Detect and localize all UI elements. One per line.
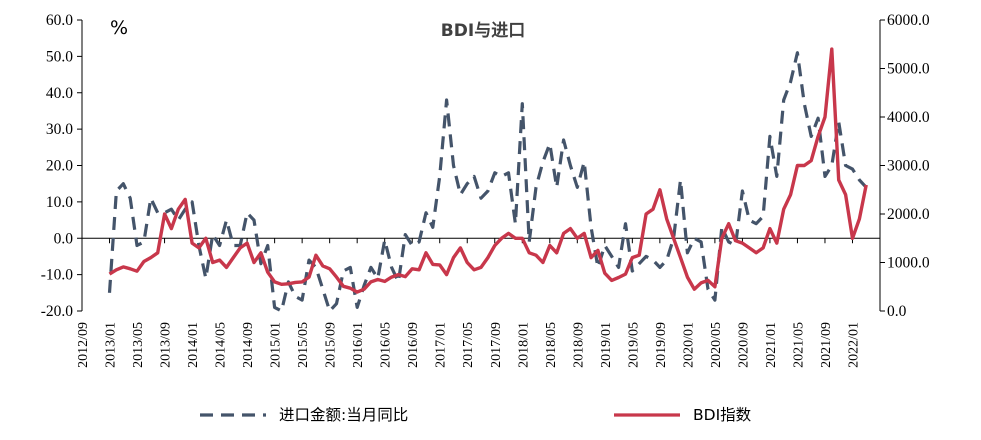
x-tick-label: 2013/09 [159, 322, 174, 368]
left-tick-label: 40.0 [46, 85, 73, 102]
x-tick-label: 2020/09 [736, 322, 751, 368]
right-tick-label: 0.0 [887, 303, 907, 320]
x-tick-label: 2013/05 [131, 322, 146, 368]
chart-title: BDI与进口 [441, 21, 525, 41]
x-tick-label: 2016/01 [351, 322, 366, 368]
x-tick-label: 2012/09 [76, 322, 91, 368]
x-tick-label: 2021/01 [764, 322, 779, 368]
x-tick-label: 2018/05 [544, 322, 559, 368]
legend-label-bdi: BDI指数 [693, 406, 752, 424]
left-tick-label: -10.0 [41, 267, 74, 284]
left-tick-label: 20.0 [46, 158, 73, 175]
right-tick-label: 2000.0 [887, 206, 930, 223]
x-tick-label: 2020/05 [709, 322, 724, 368]
left-tick-label: 0.0 [54, 230, 74, 247]
x-tick-label: 2022/01 [846, 322, 861, 368]
x-tick-label: 2018/01 [516, 322, 531, 368]
x-tick-label: 2021/09 [819, 322, 834, 368]
right-tick-label: 5000.0 [887, 61, 930, 78]
x-tick-label: 2019/09 [654, 322, 669, 368]
x-tick-label: 2016/09 [406, 322, 421, 368]
right-tick-label: 1000.0 [887, 255, 930, 272]
right-tick-label: 6000.0 [887, 12, 930, 29]
axes-group: -20.0 -10.0 0.0 10.0 20.0 30.0 40.0 50.0 60.0 0.0… [41, 12, 930, 368]
x-tick-label: 2014/01 [186, 322, 201, 368]
x-tick-label: 2020/01 [681, 322, 696, 368]
x-tick-label: 2015/05 [296, 322, 311, 368]
x-tick-label: 2021/05 [791, 322, 806, 368]
x-tick-label: 2018/09 [571, 322, 586, 368]
x-tick-label: 2014/09 [241, 322, 256, 368]
x-tick-label: 2019/01 [599, 322, 614, 368]
right-tick-label: 3000.0 [887, 158, 930, 175]
series-line-bdi [108, 47, 868, 294]
x-tick-label: 2017/01 [434, 322, 449, 368]
x-tick-label: 2013/01 [104, 322, 119, 368]
left-tick-label: -20.0 [41, 303, 74, 320]
legend: 进口金额:当月同比 BDI指数 [200, 406, 752, 424]
series-group [107, 47, 868, 313]
x-tick-label: 2014/05 [214, 322, 229, 368]
series-line-import-yoy [107, 51, 868, 313]
x-tick-label: 2017/05 [461, 322, 476, 368]
left-tick-label: 10.0 [46, 194, 73, 211]
left-tick-label: 60.0 [46, 12, 73, 29]
x-tick-label: 2017/09 [489, 322, 504, 368]
x-tick-label: 2016/05 [379, 322, 394, 368]
x-tick-label: 2015/01 [269, 322, 284, 368]
legend-label-import: 进口金额:当月同比 [279, 406, 408, 424]
right-tick-label: 4000.0 [887, 109, 930, 126]
x-tick-label: 2019/05 [626, 322, 641, 368]
x-tick-label: 2015/09 [324, 322, 339, 368]
left-axis-unit: % [110, 17, 128, 39]
left-tick-label: 50.0 [46, 48, 73, 65]
left-tick-label: 30.0 [46, 121, 73, 138]
